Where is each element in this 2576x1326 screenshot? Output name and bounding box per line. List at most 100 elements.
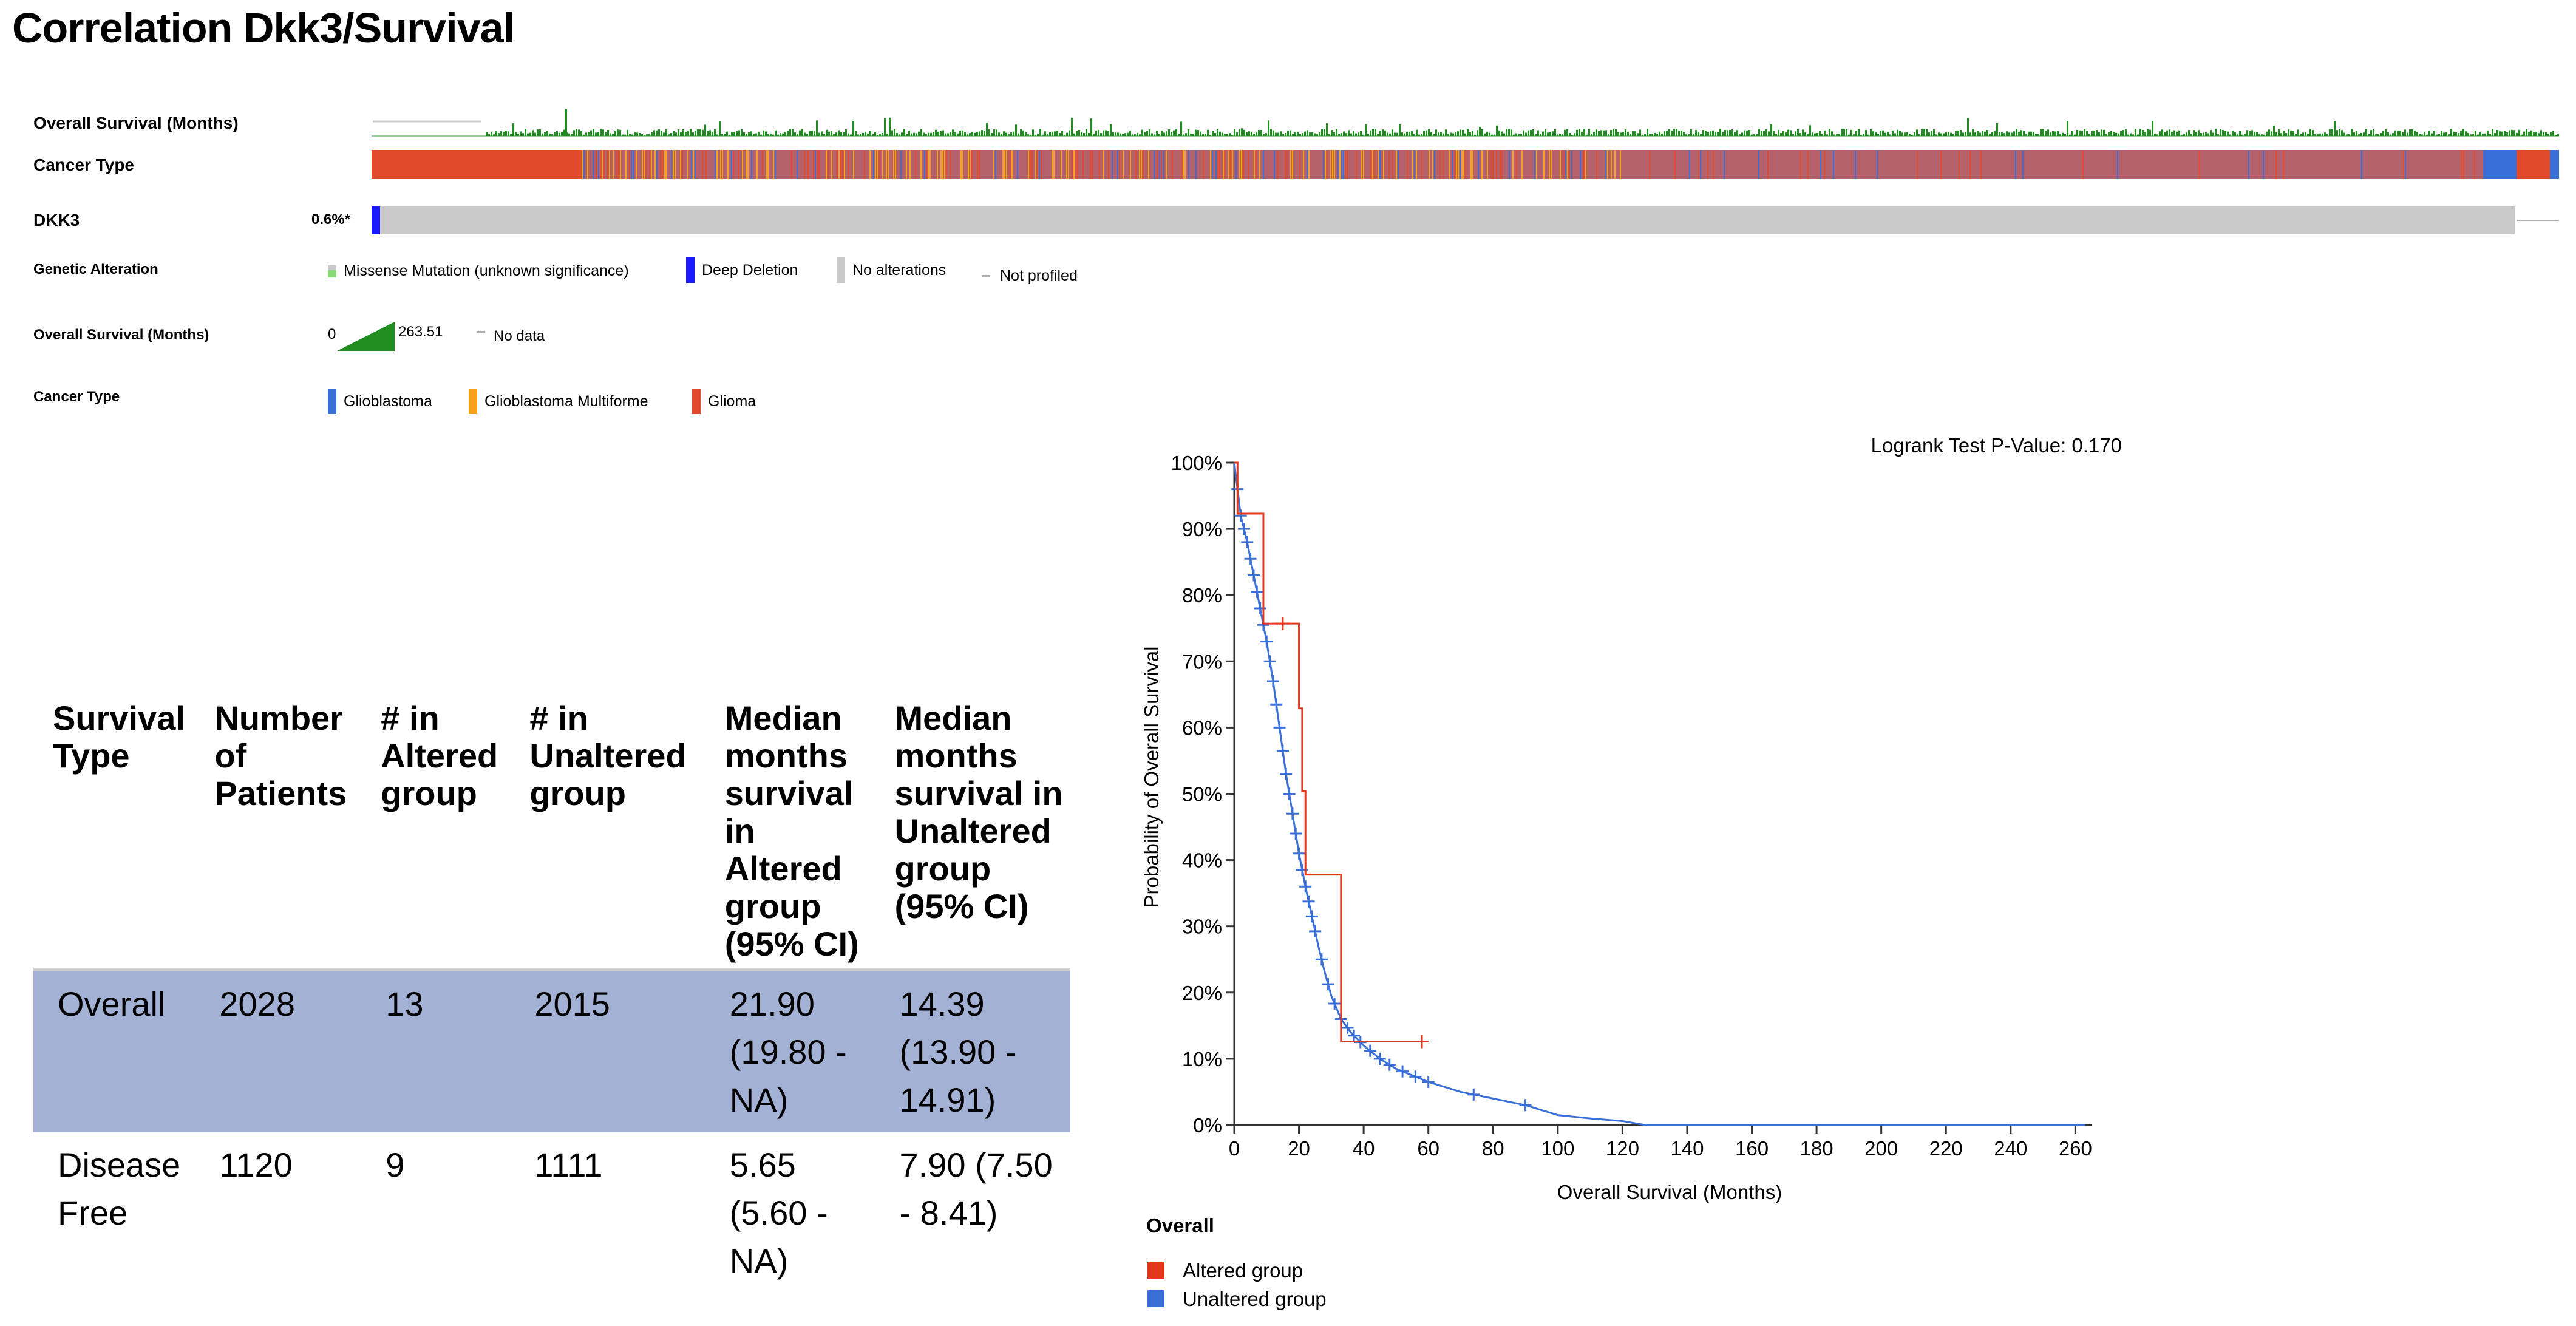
col-header-number-of-patients: Number of Patients — [195, 692, 362, 971]
gene-alteration-percent: 0.6%* — [311, 211, 351, 228]
censor-mark-unaltered — [1263, 655, 1276, 668]
x-tick-label: 260 — [2059, 1137, 2092, 1160]
legend-item-glioma: Glioma — [692, 389, 756, 414]
censor-mark-altered — [1276, 617, 1290, 631]
x-tick-label: 240 — [1994, 1137, 2027, 1160]
censor-mark-unaltered — [1254, 602, 1266, 615]
legend-item-missense: Missense Mutation (unknown significance) — [328, 262, 629, 280]
y-tick-label: 100% — [1171, 452, 1222, 474]
x-tick-label: 40 — [1353, 1137, 1375, 1160]
y-tick-label: 40% — [1182, 849, 1222, 872]
table-cell: 7.90 (7.50 - 8.41) — [899, 1146, 1053, 1232]
censor-mark-unaltered — [1328, 997, 1341, 1010]
censor-mark-unaltered — [1270, 698, 1283, 711]
table-cell: 13 — [361, 970, 511, 1132]
censor-mark-unaltered — [1322, 978, 1334, 991]
legend-label-overall-survival: Overall Survival (Months) — [33, 327, 209, 343]
x-tick-label: 180 — [1800, 1137, 1833, 1160]
glioblastoma-multiforme-swatch-icon — [469, 389, 477, 414]
no-alterations-swatch-icon — [837, 257, 845, 283]
table-cell: Overall — [33, 970, 195, 1132]
col-header-unaltered: # in Unaltered group — [510, 692, 705, 971]
legend-title: Overall — [1146, 1214, 1214, 1237]
cancer-type-track — [372, 150, 2559, 179]
censor-mark-unaltered — [1276, 744, 1289, 757]
oncoprint-tracks — [372, 109, 2559, 234]
x-tick-label: 140 — [1670, 1137, 1704, 1160]
x-tick-label: 200 — [1864, 1137, 1898, 1160]
censor-mark-unaltered — [1251, 585, 1263, 598]
missense-swatch-icon — [328, 265, 336, 277]
censor-mark-unaltered — [1315, 953, 1328, 966]
censor-mark-unaltered — [1519, 1099, 1532, 1112]
censor-mark-unaltered — [1237, 523, 1250, 536]
censor-mark-unaltered — [1266, 675, 1279, 688]
table-cell: Disease Free — [58, 1146, 181, 1232]
page-title: Correlation Dkk3/Survival — [12, 4, 515, 52]
series-line-unaltered — [1233, 462, 2085, 1126]
censor-mark-unaltered — [1260, 635, 1273, 648]
not-profiled-dash-icon — [982, 275, 990, 277]
censor-mark-unaltered — [1383, 1058, 1396, 1071]
table-cell: 2028 — [195, 970, 362, 1132]
censor-mark-unaltered — [1364, 1044, 1376, 1057]
x-tick-label: 120 — [1606, 1137, 1639, 1160]
table-cell: 5.65 (5.60 - NA) — [729, 1146, 828, 1280]
y-tick-label: 30% — [1182, 916, 1222, 938]
series-line-altered — [1234, 461, 1422, 1043]
col-header-median-altered: Median months survival in Altered group … — [705, 692, 875, 971]
censor-mark-unaltered — [1305, 910, 1318, 923]
y-tick-label: 0% — [1193, 1114, 1222, 1137]
km-axes: 0 20 40 60 80 100 120 140 160 180 200 220 240 260 0% 10… — [1171, 452, 2092, 1160]
glioblastoma-swatch-icon — [328, 389, 336, 414]
legend-item-no-alterations: No alterations — [837, 257, 946, 283]
x-tick-label: 80 — [1482, 1137, 1504, 1160]
x-tick-label: 160 — [1735, 1137, 1769, 1160]
legend-unaltered-label: Unaltered group — [1183, 1288, 1327, 1310]
y-tick-label: 70% — [1182, 650, 1222, 673]
censor-mark-unaltered — [1396, 1065, 1409, 1078]
survival-scale-min: 0 — [328, 326, 336, 342]
y-tick-label: 90% — [1182, 518, 1222, 540]
legend-label-cancer-type: Cancer Type — [33, 389, 120, 405]
deep-deletion-swatch-icon — [686, 257, 695, 283]
table-cell: 1120 — [219, 1146, 293, 1184]
survival-gradient-icon — [337, 322, 395, 351]
table-cell: 21.90 (19.80 - NA) — [705, 970, 875, 1132]
censor-mark-unaltered — [1241, 536, 1254, 548]
survival-table: Survival Type Number of Patients # in Al… — [33, 692, 1070, 1293]
legend-altered-swatch-icon — [1147, 1262, 1164, 1279]
censor-mark-unaltered — [1290, 827, 1302, 840]
table-cell: 9 — [386, 1146, 405, 1184]
km-series — [1231, 461, 2085, 1126]
track-label-cancer-type: Cancer Type — [33, 155, 134, 174]
legend-label-genetic-alteration: Genetic Alteration — [33, 261, 158, 277]
x-tick-label: 60 — [1417, 1137, 1439, 1160]
censor-mark-unaltered — [1341, 1021, 1354, 1034]
logrank-annotation: Logrank Test P-Value: 0.170 — [1871, 434, 2122, 457]
no-data-label: No data — [494, 328, 545, 344]
x-axis-label: Overall Survival (Months) — [1557, 1181, 1782, 1203]
censor-mark-altered — [1415, 1035, 1429, 1049]
censor-mark-unaltered — [1309, 925, 1322, 937]
legend-item-glioblastoma: Glioblastoma — [328, 389, 432, 414]
censor-mark-unaltered — [1348, 1029, 1361, 1042]
y-tick-label: 80% — [1182, 584, 1222, 607]
censor-mark-unaltered — [1409, 1070, 1422, 1083]
y-tick-label: 20% — [1182, 982, 1222, 1004]
censor-mark-unaltered — [1422, 1076, 1435, 1089]
series-altered-group — [1234, 461, 1429, 1049]
x-tick-label: 220 — [1929, 1137, 1963, 1160]
glioma-swatch-icon — [692, 389, 701, 414]
km-survival-chart: 0 20 40 60 80 100 120 140 160 180 200 220 240 260 0% 10… — [1140, 434, 2122, 1310]
censor-mark-unaltered — [1299, 880, 1312, 893]
y-axis-label: Probability of Overall Survival — [1140, 647, 1163, 908]
survival-scale-max: 263.51 — [398, 324, 443, 340]
legend-item-glioblastoma-multiforme: Glioblastoma Multiforme — [469, 389, 648, 414]
censor-mark-unaltered — [1293, 847, 1305, 860]
legend-item-not-profiled: Not profiled — [982, 267, 1078, 285]
table-header-row: Survival Type Number of Patients # in Al… — [33, 692, 1070, 971]
track-label-overall-survival: Overall Survival (Months) — [33, 114, 239, 132]
legend-item-deep-deletion: Deep Deletion — [686, 257, 798, 283]
col-header-survival-type: Survival Type — [33, 692, 195, 971]
